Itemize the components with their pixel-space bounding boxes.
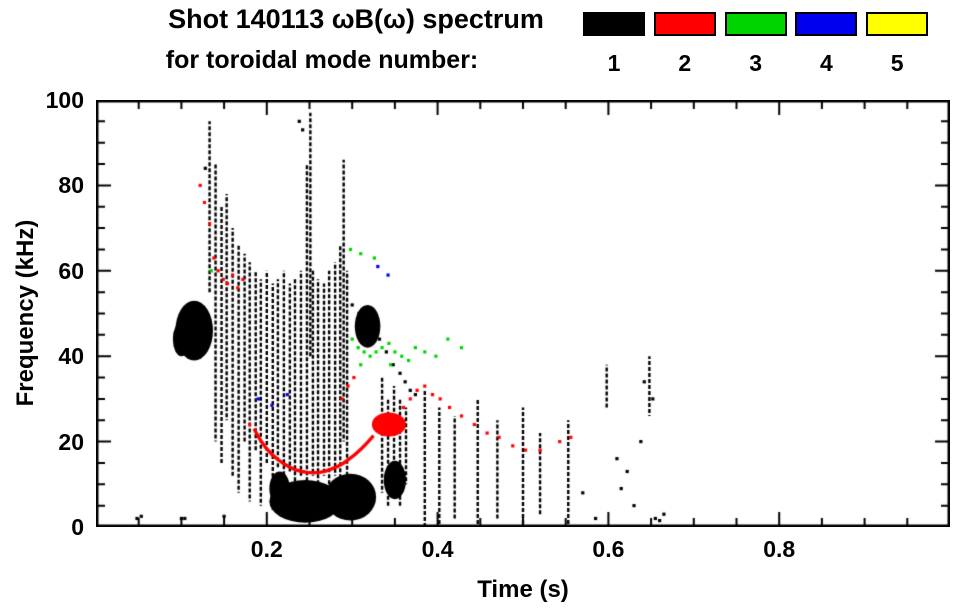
legend-label-n3: 3 [749, 50, 762, 76]
legend-label-n1: 1 [607, 50, 621, 76]
legend-label-n4: 4 [819, 50, 833, 76]
x-tick-label: 0.8 [763, 536, 796, 562]
plot-canvas [96, 100, 950, 527]
legend-swatch-n2 [653, 12, 716, 36]
y-tick-label: 80 [58, 172, 84, 199]
x-tick-label: 0.6 [592, 536, 625, 562]
x-tick-label: 0.4 [421, 536, 454, 562]
legend-swatch-n1 [583, 12, 645, 36]
legend-swatch-n3 [724, 12, 787, 36]
y-tick-label: 60 [58, 257, 84, 284]
y-tick-label: 100 [45, 87, 84, 113]
legend-label-n2: 2 [678, 50, 692, 76]
chart-subtitle: for toroidal mode number: [165, 46, 479, 74]
y-axis-label-text: Frequency (kHz) [12, 219, 39, 407]
y-tick-label: 40 [58, 343, 84, 370]
legend-swatch-n5 [866, 12, 929, 36]
y-tick-label: 20 [58, 428, 84, 455]
x-tick-label: 0.2 [250, 536, 283, 562]
legend-swatch-n4 [795, 12, 858, 36]
legend-label-n5: 5 [890, 50, 904, 76]
y-tick-label: 0 [71, 514, 84, 540]
x-axis-label: Time (s) [477, 576, 569, 603]
chart-title: Shot 140113 ωB(ω) spectrum [168, 4, 544, 34]
